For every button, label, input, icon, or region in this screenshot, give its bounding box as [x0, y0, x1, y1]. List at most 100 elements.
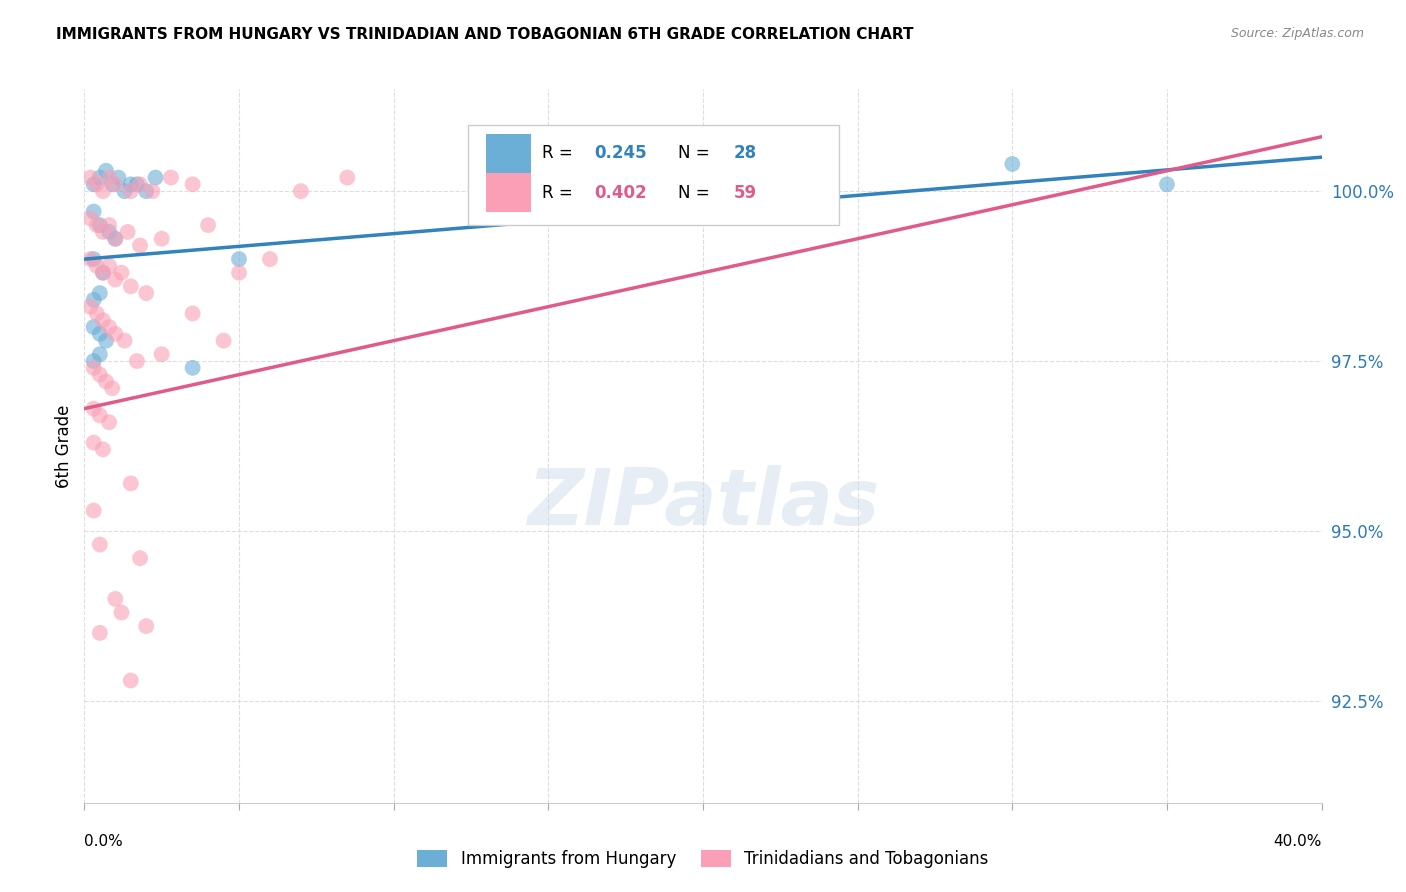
- Point: [83, 401, 105, 416]
- Point: [150, 347, 173, 361]
- Point: [83, 204, 105, 219]
- Legend: Immigrants from Hungary, Trinidadians and Tobagonians: Immigrants from Hungary, Trinidadians an…: [411, 843, 995, 875]
- Point: [86, 306, 108, 320]
- Text: Source: ZipAtlas.com: Source: ZipAtlas.com: [1230, 27, 1364, 40]
- Point: [114, 184, 136, 198]
- Point: [83, 503, 105, 517]
- Point: [89, 286, 111, 301]
- Point: [104, 591, 127, 606]
- Point: [125, 354, 148, 368]
- Point: [160, 170, 183, 185]
- Text: R =: R =: [543, 184, 578, 202]
- Point: [181, 178, 204, 192]
- Point: [120, 178, 142, 192]
- Point: [83, 252, 105, 266]
- Point: [259, 252, 281, 266]
- Point: [181, 306, 204, 320]
- Point: [336, 170, 359, 185]
- Point: [89, 626, 111, 640]
- Text: IMMIGRANTS FROM HUNGARY VS TRINIDADIAN AND TOBAGONIAN 6TH GRADE CORRELATION CHAR: IMMIGRANTS FROM HUNGARY VS TRINIDADIAN A…: [56, 27, 914, 42]
- Point: [91, 266, 114, 280]
- Point: [181, 360, 204, 375]
- Point: [129, 551, 152, 566]
- Point: [754, 170, 776, 185]
- Point: [91, 184, 114, 198]
- Text: ZIPatlas: ZIPatlas: [527, 465, 879, 541]
- Text: 28: 28: [734, 145, 756, 162]
- Point: [79, 300, 101, 314]
- Point: [212, 334, 235, 348]
- Text: N =: N =: [678, 145, 716, 162]
- Point: [91, 442, 114, 457]
- Point: [89, 218, 111, 232]
- Point: [117, 225, 139, 239]
- Point: [89, 537, 111, 551]
- Point: [135, 286, 157, 301]
- Point: [98, 415, 121, 429]
- Point: [120, 184, 142, 198]
- Point: [79, 252, 101, 266]
- Point: [101, 381, 124, 395]
- Point: [1156, 178, 1178, 192]
- Text: 40.0%: 40.0%: [1274, 834, 1322, 849]
- Point: [98, 259, 121, 273]
- Point: [135, 184, 157, 198]
- Text: 59: 59: [734, 184, 756, 202]
- Point: [94, 375, 117, 389]
- Point: [83, 360, 105, 375]
- Point: [91, 266, 114, 280]
- Point: [89, 347, 111, 361]
- Point: [89, 409, 111, 423]
- Text: N =: N =: [678, 184, 716, 202]
- Point: [91, 225, 114, 239]
- Point: [94, 334, 117, 348]
- Point: [104, 326, 127, 341]
- Point: [89, 368, 111, 382]
- Point: [120, 279, 142, 293]
- Text: 0.0%: 0.0%: [84, 834, 124, 849]
- Point: [228, 252, 250, 266]
- Text: 0.402: 0.402: [595, 184, 647, 202]
- Point: [141, 184, 163, 198]
- Point: [83, 178, 105, 192]
- Point: [79, 211, 101, 226]
- Point: [107, 170, 129, 185]
- Point: [125, 178, 148, 192]
- Point: [86, 218, 108, 232]
- Point: [89, 170, 111, 185]
- Point: [98, 225, 121, 239]
- Text: R =: R =: [543, 145, 578, 162]
- Text: 0.245: 0.245: [595, 145, 647, 162]
- FancyBboxPatch shape: [468, 125, 839, 225]
- Point: [79, 170, 101, 185]
- Point: [145, 170, 167, 185]
- Point: [120, 673, 142, 688]
- Point: [129, 178, 152, 192]
- Point: [110, 266, 132, 280]
- Point: [83, 320, 105, 334]
- Point: [104, 272, 127, 286]
- Point: [104, 232, 127, 246]
- Point: [1001, 157, 1024, 171]
- FancyBboxPatch shape: [486, 134, 531, 173]
- Point: [98, 320, 121, 334]
- Point: [98, 170, 121, 185]
- Point: [120, 476, 142, 491]
- Point: [83, 354, 105, 368]
- Point: [86, 178, 108, 192]
- Point: [83, 435, 105, 450]
- Point: [290, 184, 312, 198]
- Point: [110, 606, 132, 620]
- Point: [101, 178, 124, 192]
- Point: [83, 293, 105, 307]
- Y-axis label: 6th Grade: 6th Grade: [55, 404, 73, 488]
- Point: [104, 178, 127, 192]
- Point: [135, 619, 157, 633]
- Point: [197, 218, 219, 232]
- Point: [150, 232, 173, 246]
- Point: [114, 334, 136, 348]
- Point: [104, 232, 127, 246]
- Point: [94, 163, 117, 178]
- Point: [89, 326, 111, 341]
- Point: [129, 238, 152, 252]
